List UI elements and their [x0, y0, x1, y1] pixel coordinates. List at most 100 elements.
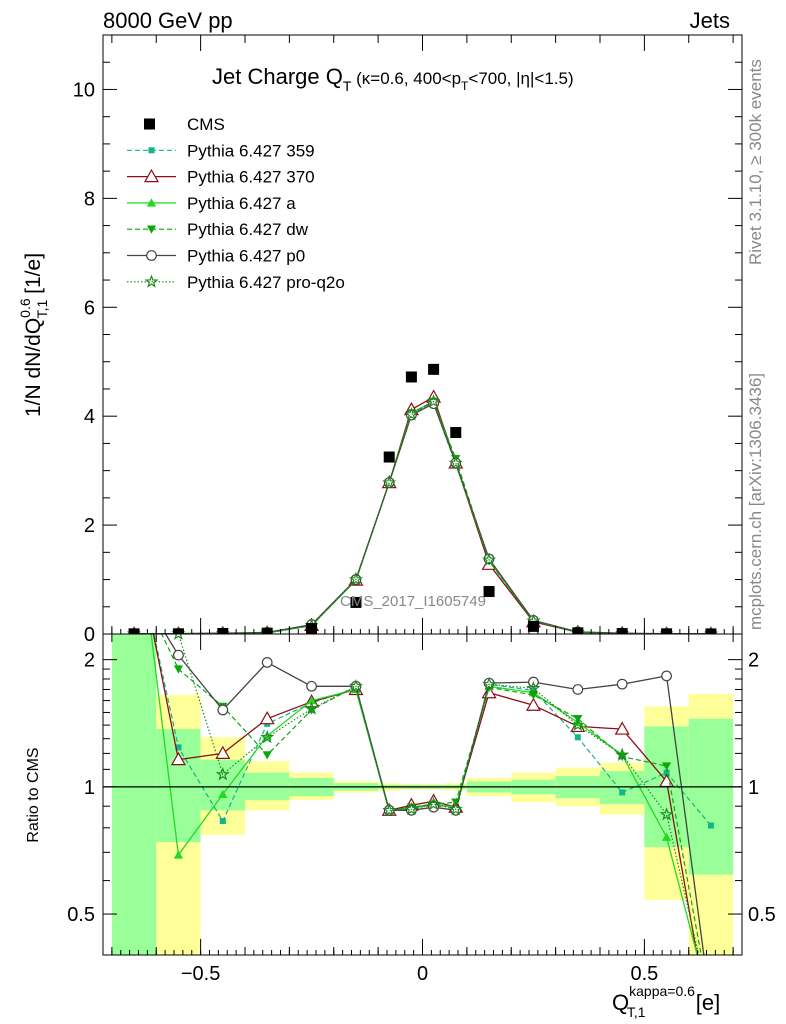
ratio-point-pq2o-6 — [382, 802, 397, 817]
ratio-ytick-label-r-0: 0.5 — [748, 904, 776, 926]
ratio-point-pq2o-9 — [448, 801, 463, 816]
header-right: Jets — [690, 8, 730, 33]
ratio-point-pp0-14 — [661, 670, 672, 682]
point-cms-7 — [405, 371, 417, 383]
ratio-point-pdw-3 — [262, 751, 272, 760]
watermark: CMS_2017_I1605749 — [340, 593, 486, 610]
point-pq2o-9 — [448, 455, 463, 469]
ratio-point-pa-2 — [218, 789, 228, 799]
ratio-point-p370-3 — [259, 710, 275, 725]
point-cms-12 — [572, 627, 584, 634]
ratio-point-pp0-12 — [572, 684, 584, 695]
legend-label-p359: Pythia 6.427 359 — [187, 141, 315, 160]
ratio-point-pp0-4 — [306, 680, 317, 692]
band-green-13 — [600, 771, 645, 805]
ratio-point-p359-1 — [175, 744, 182, 751]
point-cms-3 — [261, 627, 273, 634]
chart-title: Jet Charge QT (κ=0.6, 400<pT<700, |η|<1.… — [212, 64, 574, 94]
xtick-label-1: 0 — [417, 963, 428, 985]
point-cms-2 — [217, 628, 229, 634]
legend-label-pq2o: Pythia 6.427 pro-q2o — [187, 273, 345, 292]
point-cms-5 — [350, 596, 362, 608]
ratio-line-pp0 — [164, 634, 705, 955]
ratio-line-pdw — [161, 634, 702, 955]
point-cms-1 — [172, 628, 184, 634]
ratio-point-pq2o-5 — [348, 678, 363, 693]
point-cms-8 — [428, 363, 440, 375]
ratio-ytick-label-2: 2 — [84, 650, 95, 672]
y-axis-label: 1/N dN/dQ0.6T,1 [1/e] — [17, 253, 50, 417]
point-cms-13 — [616, 628, 628, 634]
ratio-point-pq2o-10 — [482, 676, 497, 691]
ratio-point-p370-11 — [525, 697, 541, 711]
ratio-point-pq2o-11 — [526, 681, 541, 695]
ratio-ytick-label-0: 0.5 — [67, 904, 95, 926]
point-cms-6 — [383, 451, 395, 463]
ratio-point-p370-13 — [614, 721, 630, 735]
point-pq2o-6 — [382, 475, 397, 489]
point-cms-4 — [306, 623, 318, 634]
band-green-0 — [111, 634, 157, 955]
legend-label-cms: CMS — [187, 115, 225, 134]
rivet-label: Rivet 3.1.10, ≥ 300k events — [746, 59, 765, 265]
point-pq2o-5 — [348, 572, 363, 586]
mcplots-label: mcplots.cern.ch [arXiv:1306.3436] — [746, 373, 765, 630]
ratio-ytick-label-1: 1 — [84, 777, 95, 799]
ratio-line-p370 — [152, 634, 698, 955]
legend-label-pa: Pythia 6.427 a — [187, 194, 296, 213]
xtick-label-2: 0.5 — [630, 963, 658, 985]
x-axis-label: Qkappa=0.6 T,1 [e] — [612, 983, 720, 1020]
ratio-point-pa-14 — [661, 832, 672, 841]
point-pq2o-8 — [426, 394, 441, 408]
point-cms-0 — [128, 628, 140, 634]
ratio-ytick-label-r-2: 2 — [748, 650, 759, 672]
ratio-point-pdw-1 — [173, 665, 184, 674]
ratio-line-pq2o — [177, 634, 700, 955]
legend-label-pp0: Pythia 6.427 p0 — [187, 247, 305, 266]
ratio-line-pa — [150, 634, 698, 955]
ratio-line-p359 — [153, 634, 712, 826]
ratio-point-pdw-14 — [661, 762, 672, 771]
ratio-ytick-label-r-1: 1 — [748, 777, 759, 799]
ratio-point-pq2o-1 — [174, 634, 183, 640]
ratio-point-p359-14 — [663, 769, 670, 776]
point-pq2o-7 — [404, 407, 419, 421]
ratio-point-pp0-13 — [616, 678, 628, 690]
ratio-point-pq2o-12 — [570, 717, 585, 732]
legend-label-p370: Pythia 6.427 370 — [187, 168, 315, 187]
ytick-label-5: 10 — [73, 79, 95, 101]
legend-marker-pa — [146, 198, 157, 207]
ratio-point-p359-13 — [619, 789, 626, 796]
ytick-label-2: 4 — [84, 406, 95, 428]
legend-marker-cms — [144, 118, 155, 130]
ratio-point-p359-2 — [219, 818, 226, 825]
ratio-point-pp0-2 — [217, 704, 229, 716]
legend-marker-pq2o — [144, 274, 159, 288]
point-cms-11 — [527, 620, 539, 632]
ratio-point-pa-1 — [173, 850, 184, 859]
xtick-label-0: −0.5 — [181, 963, 220, 985]
legend-label-pdw: Pythia 6.427 dw — [187, 220, 309, 239]
point-pq2o-10 — [482, 552, 497, 567]
ratio-point-p370-2 — [215, 745, 231, 759]
ratio-point-pp0-1 — [173, 649, 184, 661]
ratio-point-p370-1 — [170, 751, 186, 766]
ratio-point-pq2o-13 — [615, 747, 630, 761]
band-green-15 — [688, 718, 734, 875]
legend-marker-pp0 — [146, 250, 157, 261]
point-cms-14 — [661, 628, 673, 634]
ratio-point-pq2o-8 — [426, 796, 441, 811]
point-cms-10 — [483, 586, 495, 598]
ytick-label-3: 6 — [84, 297, 95, 319]
ratio-point-pq2o-14 — [659, 807, 674, 821]
ratio-y-axis-label: Ratio to CMS — [25, 747, 42, 842]
point-cms-15 — [705, 628, 717, 634]
ytick-label-1: 2 — [84, 515, 95, 537]
legend-marker-p370 — [143, 168, 160, 183]
ratio-point-p359-15 — [707, 822, 714, 829]
ratio-point-p359-12 — [574, 734, 581, 741]
ratio-point-pa-4 — [306, 695, 317, 705]
ratio-point-pq2o-2 — [215, 767, 230, 781]
ytick-label-4: 8 — [84, 188, 95, 210]
